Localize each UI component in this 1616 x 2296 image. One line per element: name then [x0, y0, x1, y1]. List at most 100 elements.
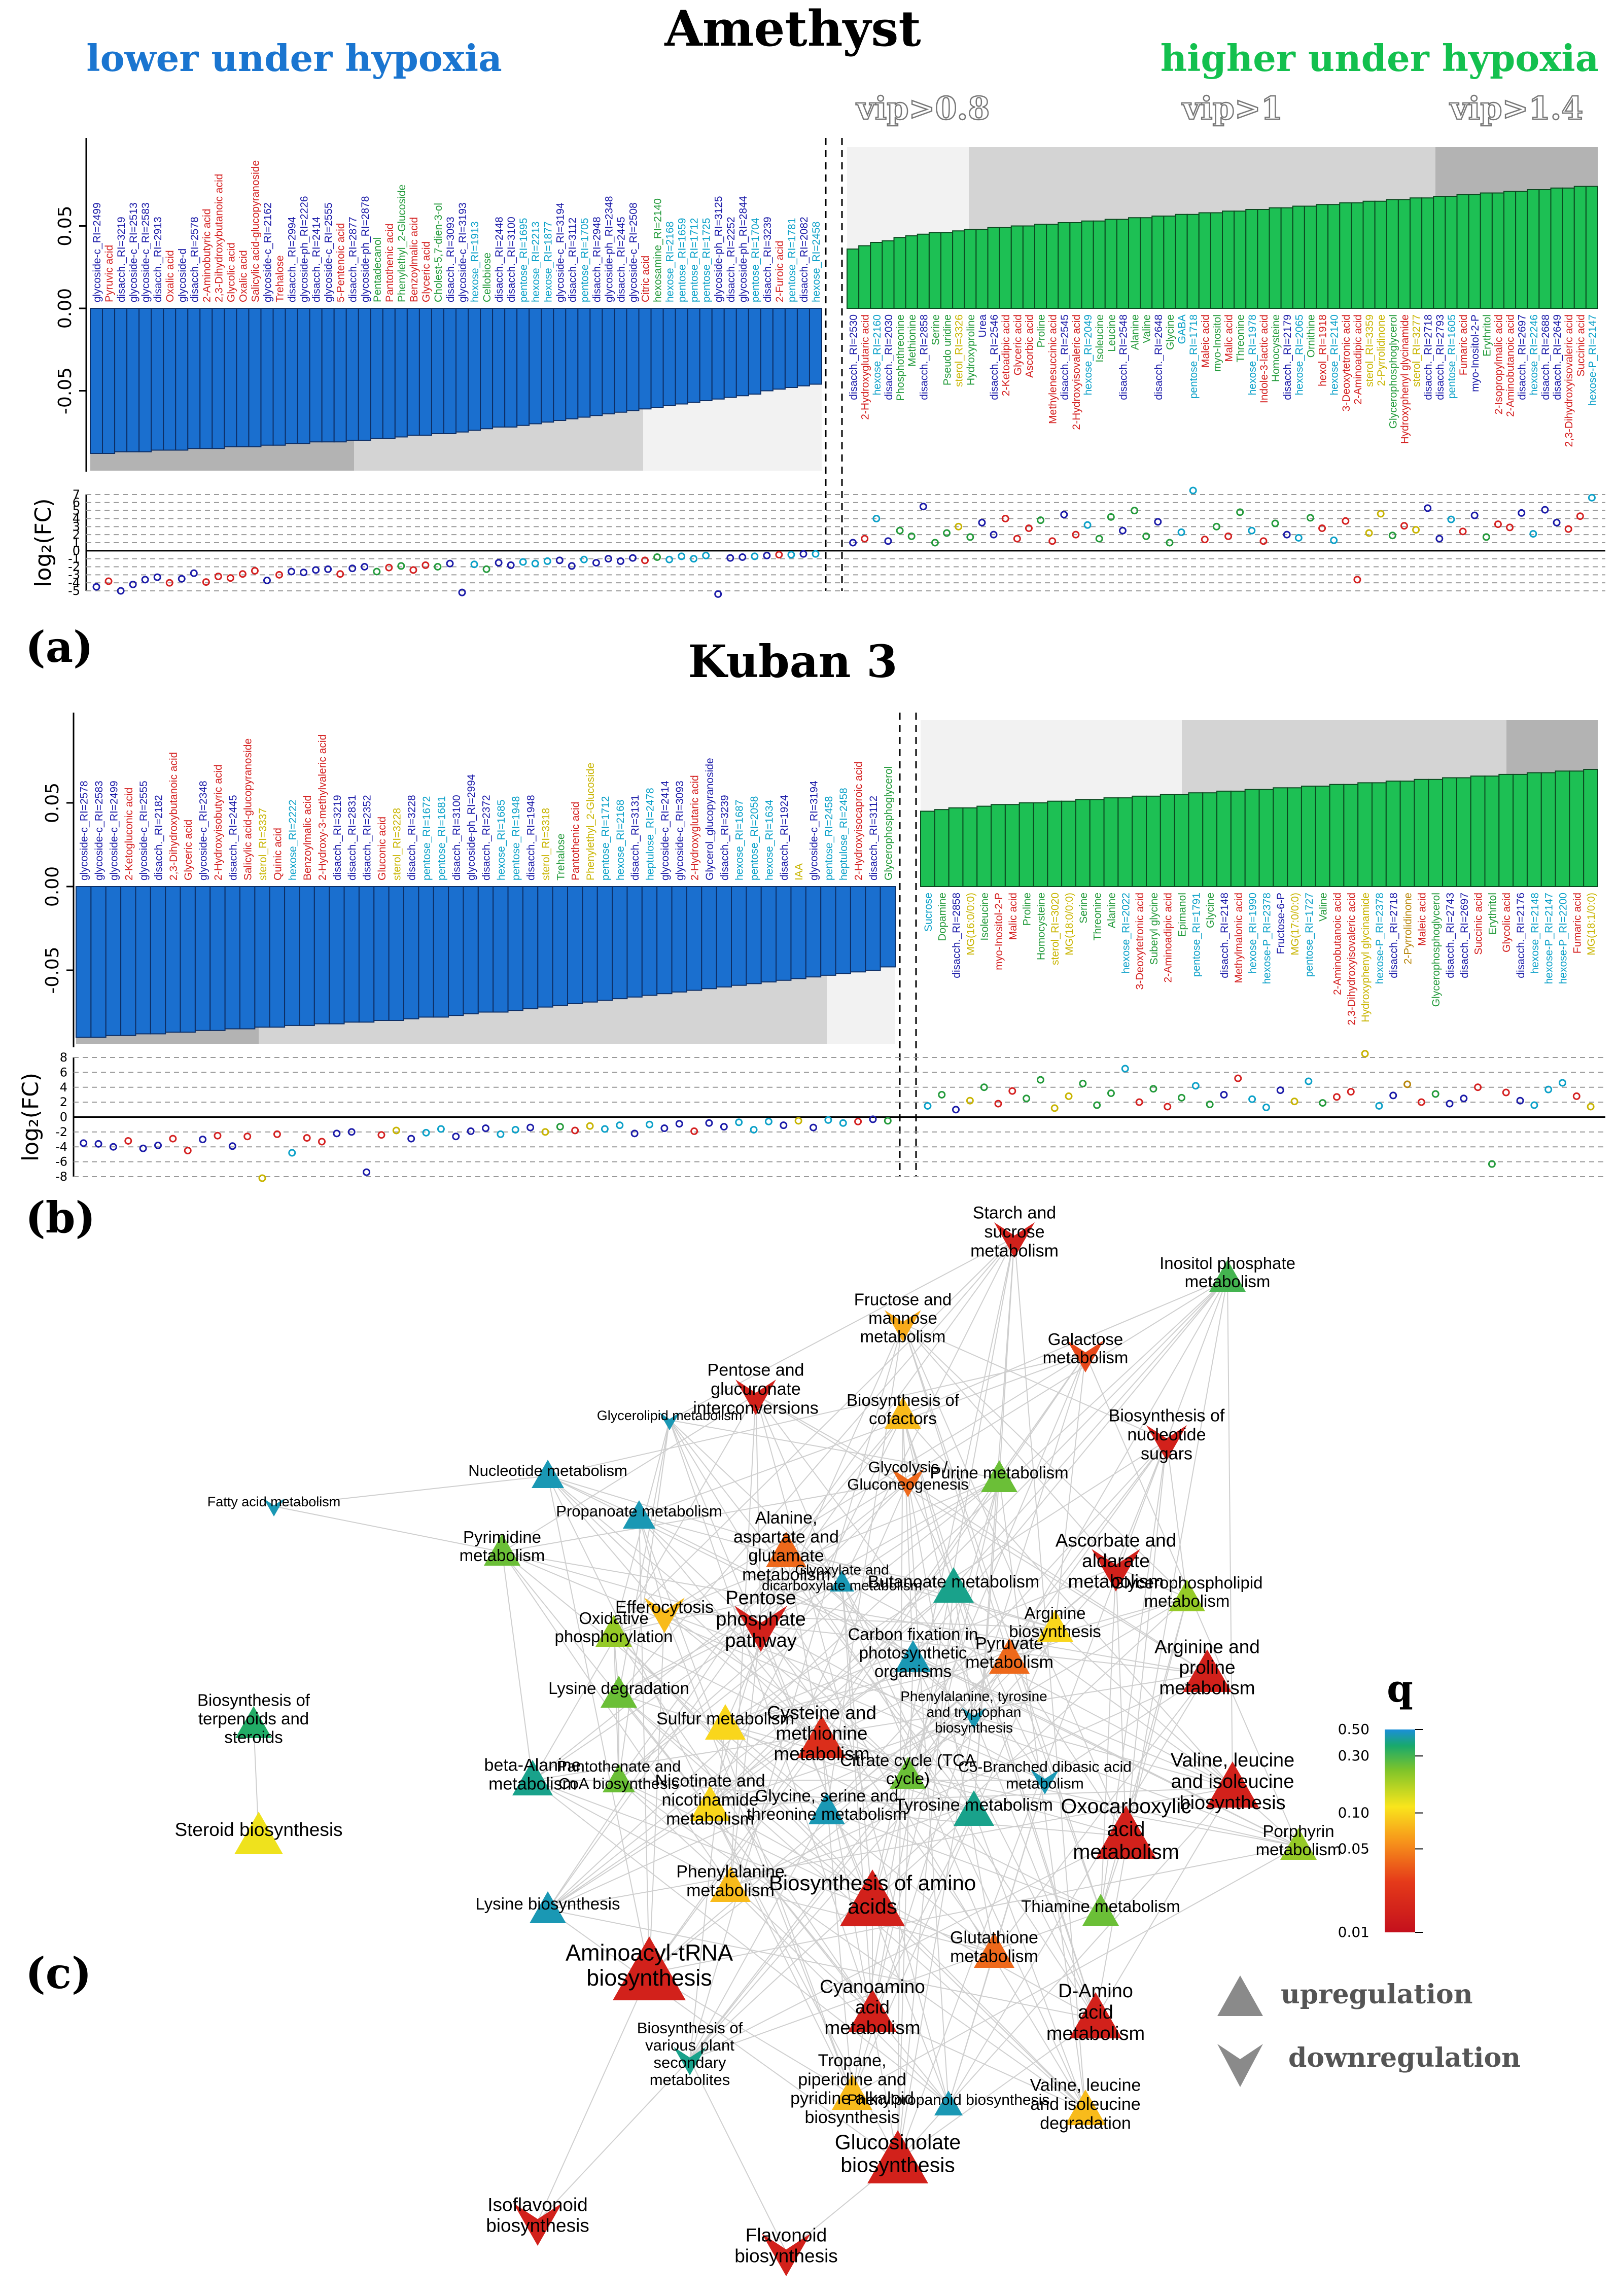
bar-label: disacch._RI=2858: [918, 314, 930, 400]
fc-point: [586, 1122, 594, 1130]
fc-point: [931, 539, 939, 547]
node-alanine-aspartate-and-glutamate-metabolism-up-icon: [766, 1532, 806, 1567]
bar-positive: [1292, 205, 1305, 309]
bar-positive: [934, 809, 950, 887]
fc-point: [1353, 576, 1361, 584]
bar-negative: [522, 886, 539, 1009]
fc-point: [1093, 1101, 1101, 1109]
fc-point: [1121, 1065, 1129, 1073]
bar-positive: [1216, 790, 1232, 888]
network-edge: [841, 1582, 873, 2014]
bar-label: 2,3-Dihydroxyisovaleric acid: [1563, 314, 1575, 447]
bar-negative: [711, 308, 725, 400]
fc-point: [1553, 518, 1561, 526]
fc-point: [1470, 511, 1479, 519]
fc-point: [1431, 1090, 1439, 1098]
bar-negative: [114, 308, 128, 452]
bar-positive: [962, 807, 978, 888]
bar-label: GABA: [1176, 314, 1188, 344]
fc-point: [263, 576, 271, 584]
bar-label: MG(18:0/0:0): [1064, 893, 1075, 956]
node-label-line: Biosynthesis of: [197, 1691, 310, 1710]
fc-point: [165, 579, 173, 587]
bar-label: hexose_RI=1634: [763, 799, 775, 880]
bar-label: disacch._RI=3100: [506, 217, 517, 302]
node-label: Butanoate metabolism: [868, 1572, 1039, 1592]
bar-label: hexose_RI=2458: [811, 222, 822, 302]
node-label-line: metabolism: [1068, 1571, 1164, 1592]
node-lysine-degradation-up-icon: [601, 1676, 637, 1708]
node-label-line: phosphate: [716, 1609, 806, 1630]
fc-point: [990, 531, 998, 539]
bar-label: glycoside-ph_RI=2844: [737, 196, 749, 302]
bar-positive: [1210, 212, 1223, 309]
node-label-line: steroids: [224, 1727, 283, 1746]
bar-negative: [309, 308, 323, 443]
fc-point: [1107, 513, 1115, 521]
node-cyanoamino-acid-metabolism-up-icon: [848, 1989, 897, 2032]
network-edge: [973, 1716, 1233, 1788]
fc-point: [243, 1133, 252, 1141]
node-label-line: cycle): [886, 1769, 930, 1788]
node-purine-metabolism-up-icon: [981, 1460, 1017, 1492]
y-tick-label: 0.05: [42, 783, 63, 823]
node-label-line: piperidine and: [798, 2070, 906, 2089]
node-label: Biosynthesis of cofactors: [847, 1391, 960, 1428]
fc-point: [952, 1106, 960, 1114]
fc-tick-label: 7: [73, 487, 80, 502]
network-edge: [907, 1480, 1208, 1674]
bar-negative: [175, 308, 189, 451]
network-edge: [710, 1805, 1096, 2019]
bar-negative: [126, 308, 140, 452]
bar-label: glycoside-c_RI=2578: [79, 781, 90, 880]
node-label: Purine metabolism: [930, 1463, 1068, 1482]
bar-negative: [735, 308, 749, 397]
fc-point: [117, 587, 125, 595]
bar-negative: [626, 886, 643, 998]
node-label: Phenylpropanoid biosynthesis: [848, 2092, 1050, 2108]
fc-point: [1319, 1099, 1327, 1107]
fc-point: [228, 1142, 236, 1150]
node-label-line: acid: [1078, 2002, 1113, 2023]
bar-label: MG(17:0/0:0): [1289, 893, 1301, 956]
fc-point: [943, 529, 951, 537]
network-edge: [273, 1475, 548, 1507]
node-label-line: Oxocarboxylic: [1061, 1794, 1191, 1818]
bar-label: hexose-P_RI=2147: [1587, 314, 1598, 406]
fc-point: [735, 1118, 743, 1126]
bar-positive: [858, 245, 871, 309]
network-edge: [725, 1597, 1187, 1725]
bar-positive: [1258, 789, 1274, 887]
bar-label: Fumaric acid: [1458, 314, 1469, 375]
network-edge: [786, 1278, 1228, 1552]
node-label: Pyrimidine metabolism: [460, 1528, 545, 1565]
bar-label: Benzoylmalic acid: [302, 795, 313, 880]
fc-point: [1142, 532, 1150, 540]
bar-label: Homocysteine: [1035, 893, 1047, 960]
node-label-line: acid: [855, 1997, 890, 2018]
bar-positive: [1385, 781, 1401, 887]
fc-tick-label: -5: [68, 584, 80, 598]
node-glutathione-metabolism-up-icon: [974, 1932, 1014, 1968]
bar-negative: [675, 308, 688, 405]
node-label-line: glutamate: [748, 1546, 824, 1566]
node-label: Carbon fixation in photosynthetic organism…: [848, 1625, 978, 1681]
bar-label: sterol_RI=3020: [1049, 893, 1061, 965]
fc-point: [1283, 531, 1291, 539]
node-label: Galactose metabolism: [1043, 1330, 1129, 1367]
bar-label: 2-Hydroxyglutaric acid: [689, 775, 701, 880]
network-edge: [826, 1810, 1101, 1913]
bar-label: disacch._RI=2176: [1515, 893, 1527, 978]
node-starch-and-sucrose-metabolism-down-icon: [994, 1222, 1035, 1258]
fc-point: [1424, 504, 1432, 512]
bar-positive: [1047, 800, 1063, 887]
node-citrate-cycle-tca-cycle-up-icon: [890, 1757, 926, 1789]
node-label-line: Inositol phosphate: [1160, 1254, 1295, 1273]
node-label-line: Glycolysis /: [868, 1458, 948, 1476]
network-edge: [547, 1278, 1228, 1910]
fc-point: [1403, 1080, 1412, 1088]
node-label: Oxidative phosphorylation: [555, 1609, 673, 1646]
node-label-line: terpenoids and: [198, 1709, 309, 1728]
network-edge: [547, 1475, 665, 1613]
bar-label: 2-Isopropylmalic acid: [1493, 314, 1504, 414]
